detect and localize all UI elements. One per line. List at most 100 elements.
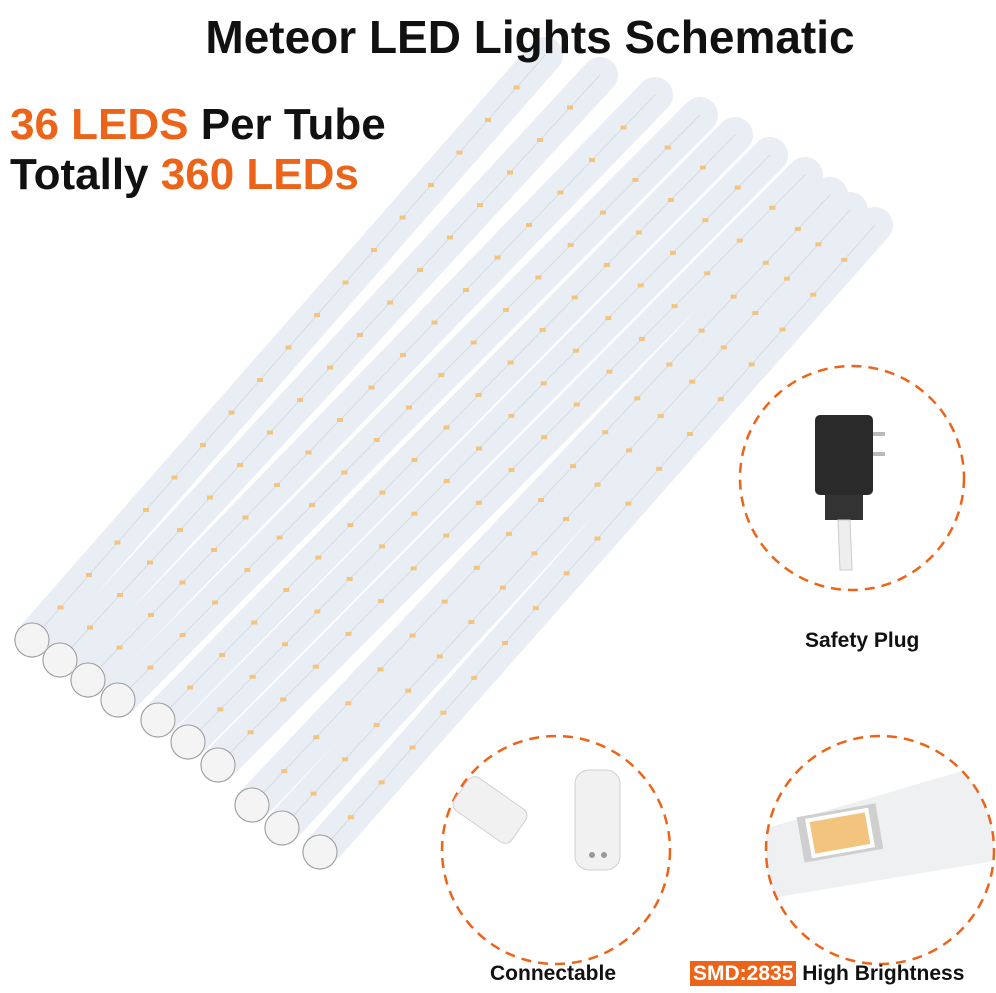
led-dot — [368, 385, 375, 390]
led-dot — [440, 710, 447, 715]
led-dot — [244, 568, 251, 572]
led-dot — [327, 365, 333, 370]
led-dot — [345, 701, 352, 706]
led-dot — [810, 292, 817, 297]
led-dot — [567, 243, 574, 247]
led-dot — [428, 183, 434, 187]
tube-end-cap — [234, 787, 270, 823]
led-dot — [589, 158, 595, 162]
led-dot — [179, 633, 186, 637]
led-dot — [463, 288, 469, 292]
led-dot — [736, 238, 743, 243]
led-dot — [443, 425, 450, 430]
led-dot — [508, 468, 515, 472]
led-dot — [345, 631, 352, 636]
led-dot — [606, 369, 613, 374]
male-connector-icon — [452, 776, 528, 844]
led-dot — [657, 414, 664, 418]
led-dot — [638, 336, 645, 341]
led-dot — [237, 463, 243, 467]
led-dot — [431, 320, 438, 325]
female-connector-icon — [574, 769, 621, 871]
tube-end-cap — [140, 702, 176, 738]
led-dot — [314, 609, 321, 614]
led-dot — [342, 280, 349, 285]
led-dot — [567, 105, 573, 110]
led-dot — [656, 466, 663, 471]
led-dot — [485, 118, 491, 122]
safety-plug-callout — [738, 364, 966, 592]
led-dot — [406, 405, 412, 410]
led-dot — [473, 565, 480, 570]
led-dot — [387, 300, 393, 305]
led-dot — [815, 242, 822, 247]
led-dot — [626, 448, 633, 453]
led-dot — [312, 664, 319, 669]
tube-group — [14, 37, 893, 870]
led-dot — [116, 645, 123, 650]
led-dot — [699, 165, 706, 170]
led-dot — [313, 735, 320, 740]
led-dot — [456, 150, 463, 155]
led-dot — [635, 230, 642, 235]
led-dot — [687, 432, 693, 436]
led-dot — [625, 501, 632, 506]
led-dot — [573, 402, 580, 407]
led-dot — [532, 606, 539, 611]
led-dot — [207, 495, 213, 500]
connectable-caption: Connectable — [490, 962, 617, 985]
led-dot — [249, 674, 256, 679]
totally-label: Totally — [10, 150, 161, 199]
led-dot — [563, 571, 570, 576]
led-dot — [177, 528, 183, 532]
led-dot — [417, 268, 423, 272]
led-dot — [399, 215, 406, 220]
led-dot — [187, 685, 194, 690]
led-dot — [297, 398, 303, 402]
led-dot — [563, 517, 569, 521]
led-dot — [720, 345, 727, 350]
led-dot — [143, 508, 149, 512]
led-dot — [513, 85, 520, 90]
smd-led-chip-icon — [805, 807, 875, 859]
led-dot — [200, 443, 206, 447]
led-dot — [537, 138, 543, 142]
safety-plug-caption: Safety Plug — [805, 629, 920, 652]
led-dot — [538, 498, 544, 502]
led-dot — [508, 413, 515, 418]
led-dot — [499, 585, 506, 590]
led-dot — [475, 500, 482, 505]
led-dot — [171, 475, 178, 480]
led-dot — [251, 620, 258, 625]
led-dot — [117, 593, 123, 597]
led-dot — [378, 780, 385, 785]
led-dot — [310, 791, 317, 796]
led-dot — [505, 531, 512, 536]
led-dot — [373, 438, 380, 442]
tube-end-cap — [70, 662, 106, 698]
led-dot — [315, 555, 322, 560]
dashed-circle — [440, 734, 672, 966]
led-dot — [409, 633, 416, 638]
leds-count: 36 LEDS — [10, 100, 189, 149]
led-dot — [667, 198, 674, 202]
led-dot — [443, 533, 450, 538]
led-dot — [841, 257, 848, 262]
led-dot — [507, 170, 513, 175]
led-dot — [219, 653, 226, 657]
led-dot — [87, 625, 93, 630]
led-dot — [378, 599, 385, 604]
led-dot — [212, 600, 218, 605]
led-dot — [571, 295, 578, 300]
high-brightness-label: High Brightness — [796, 962, 965, 985]
connector-callout — [440, 734, 672, 966]
led-dot — [147, 560, 153, 565]
led-dot — [347, 815, 354, 820]
led-dot — [502, 641, 508, 645]
led-dot — [217, 707, 224, 712]
led-dot — [282, 642, 288, 647]
led-dot — [570, 464, 577, 469]
led-dot — [443, 479, 450, 484]
led-dot — [86, 573, 92, 577]
